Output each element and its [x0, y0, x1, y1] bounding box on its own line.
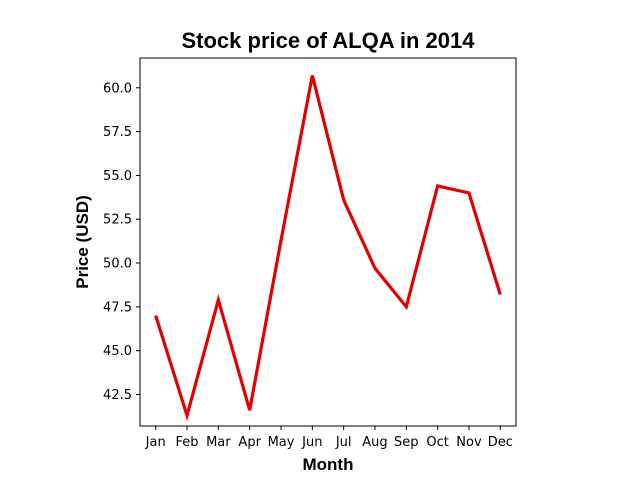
y-axis: 42.5 45.0 47.5 50.0 52.5 55.0 57.5 60.0 [103, 81, 140, 403]
x-tick-label: Jan [145, 435, 166, 450]
y-tick-label: 50.0 [103, 257, 132, 272]
x-tick-label: Apr [238, 435, 261, 450]
series-layer [154, 75, 502, 422]
x-axis: Jan Feb Mar Apr May Jun Jul Aug Sep Oct Nov Dec [145, 426, 513, 450]
series-line-0 [154, 75, 502, 422]
y-tick-label: 52.5 [103, 213, 132, 228]
x-axis-title: Month [303, 455, 354, 474]
x-tick-label: Feb [176, 435, 199, 450]
plot-area [139, 57, 517, 427]
y-tick-label: 55.0 [103, 169, 132, 184]
x-tick-label: Jul [335, 435, 352, 450]
y-axis-title: Price (USD) [73, 195, 92, 289]
x-tick-label: Jun [301, 435, 322, 450]
x-tick-label: Oct [426, 435, 448, 450]
y-tick-label: 45.0 [103, 344, 132, 359]
y-tick-label: 47.5 [103, 300, 132, 315]
x-tick-label: Mar [206, 435, 231, 450]
x-tick-label: Sep [394, 435, 419, 450]
x-tick-label: Dec [488, 435, 513, 450]
x-tick-label: May [268, 435, 295, 450]
plot-frame [139, 57, 517, 427]
chart-title: Stock price of ALQA in 2014 [181, 28, 475, 53]
y-tick-label: 57.5 [103, 125, 132, 140]
y-tick-label: 60.0 [103, 81, 132, 96]
y-tick-label: 42.5 [103, 388, 132, 403]
x-tick-label: Nov [456, 435, 482, 450]
x-tick-label: Aug [362, 435, 387, 450]
